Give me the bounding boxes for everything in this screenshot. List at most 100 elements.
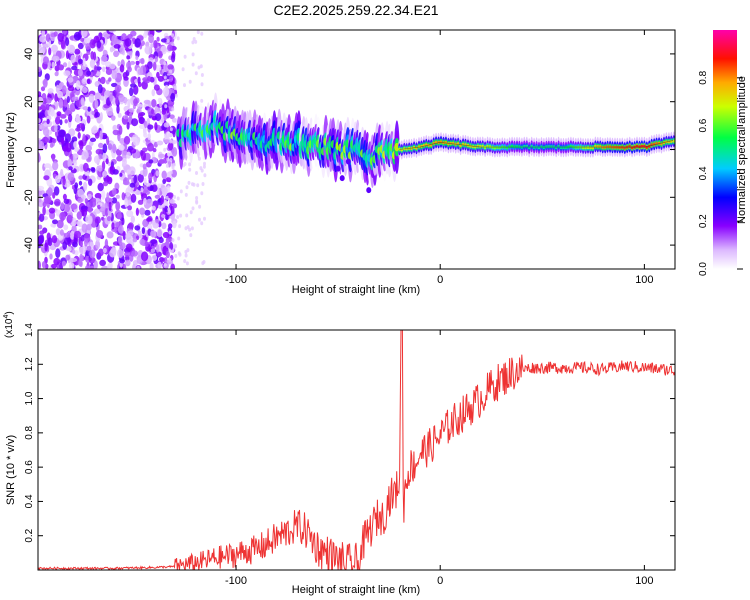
heatmap-cell xyxy=(154,55,159,63)
heatmap-cell xyxy=(106,216,112,222)
heatmap-cell xyxy=(195,171,198,175)
heatmap-cell xyxy=(56,219,64,229)
heatmap-cell xyxy=(179,213,183,218)
heatmap-cell xyxy=(89,249,96,259)
heatmap-cell xyxy=(168,248,172,253)
heatmap-cell xyxy=(85,43,91,50)
colorbar-tick-label: 0.8 xyxy=(698,70,709,84)
heatmap-cell xyxy=(78,246,86,255)
heatmap-cell xyxy=(51,44,58,53)
heatmap-cell xyxy=(157,229,162,238)
heatmap-cell xyxy=(88,215,93,225)
heatmap-cell xyxy=(126,210,134,218)
heatmap-cell xyxy=(99,130,103,141)
heatmap-cell xyxy=(60,137,65,145)
heatmap-cell xyxy=(41,261,46,269)
heatmap-cell xyxy=(81,223,88,233)
heatmap-cell xyxy=(179,189,183,194)
colorbar-gradient xyxy=(713,30,737,269)
heatmap-cell xyxy=(94,111,101,118)
heatmap-cell xyxy=(108,30,117,33)
heatmap-cell xyxy=(155,64,162,72)
heatmap-cell xyxy=(112,188,117,196)
y-tick-label: 0.4 xyxy=(24,494,35,508)
heatmap-cell xyxy=(167,142,174,151)
heatmap-cell xyxy=(598,145,602,148)
heatmap-cell xyxy=(117,248,124,258)
heatmap-cell xyxy=(53,186,60,196)
heatmap-cell xyxy=(122,157,127,167)
heatmap-cell xyxy=(106,192,110,202)
heatmap-cell xyxy=(169,242,174,251)
heatmap-cell xyxy=(53,31,58,37)
heatmap-cell xyxy=(119,64,125,73)
heatmap-cell xyxy=(202,260,206,264)
colorbar-tick-label: 0.2 xyxy=(698,214,709,228)
heatmap-cell xyxy=(194,71,198,76)
heatmap-cell xyxy=(160,38,168,43)
heatmap-cell xyxy=(73,230,82,239)
heatmap-cell xyxy=(43,56,49,65)
heatmap-cell xyxy=(114,182,120,191)
heatmap-cell xyxy=(618,146,622,149)
y-tick-label: -40 xyxy=(23,237,35,253)
heatmap-cell xyxy=(586,146,590,150)
heatmap-cell xyxy=(195,199,199,204)
heatmap-cell xyxy=(196,30,200,35)
heatmap-cell xyxy=(81,208,88,217)
heatmap-cell xyxy=(126,34,133,40)
heatmap-cell xyxy=(141,227,146,235)
heatmap-cell xyxy=(165,84,169,89)
heatmap-cell xyxy=(630,146,634,150)
heatmap-cell xyxy=(167,44,173,52)
heatmap-cell xyxy=(73,31,81,41)
heatmap-cell xyxy=(171,118,178,123)
heatmap-cell xyxy=(53,257,61,266)
heatmap-cell xyxy=(496,146,499,149)
heatmap-cell xyxy=(168,230,172,235)
heatmap-cell xyxy=(105,158,109,165)
heatmap-cell xyxy=(498,146,502,150)
heatmap-cell xyxy=(101,265,109,269)
heatmap-cell xyxy=(172,203,178,209)
y-tick-label: 20 xyxy=(23,96,35,108)
heatmap-cell xyxy=(192,182,196,187)
heatmap-cell xyxy=(156,36,160,42)
heatmap-cell xyxy=(199,64,203,69)
spectrogram-y-ticks: -40 -20 0 20 40 xyxy=(23,48,675,253)
heatmap-cell xyxy=(147,133,151,141)
heatmap-cell xyxy=(67,158,72,167)
heatmap-cell xyxy=(95,71,101,76)
heatmap-cell xyxy=(628,144,632,148)
heatmap-cell xyxy=(52,161,59,171)
heatmap-cell xyxy=(129,87,134,97)
heatmap-cell xyxy=(144,30,148,36)
heatmap-cell xyxy=(55,228,61,236)
heatmap-cell xyxy=(115,96,119,105)
heatmap-cell xyxy=(596,145,600,148)
heatmap-cell xyxy=(142,163,147,170)
heatmap-cell xyxy=(672,139,675,143)
heatmap-cell xyxy=(38,213,45,222)
heatmap-cell xyxy=(173,195,177,199)
heatmap-cell xyxy=(51,235,58,244)
heatmap-cell xyxy=(124,115,129,120)
heatmap-cell xyxy=(194,39,198,44)
heatmap-cell xyxy=(133,139,140,146)
snr-y-axis-label: SNR (10 * v/v) xyxy=(5,435,17,505)
heatmap-cell xyxy=(41,136,49,144)
heatmap-cell xyxy=(478,144,482,148)
heatmap-cell xyxy=(75,115,81,123)
heatmap-cell xyxy=(143,132,148,138)
heatmap-cell xyxy=(130,83,137,88)
heatmap-cell xyxy=(116,104,120,114)
heatmap-cell xyxy=(124,96,128,106)
heatmap-cell xyxy=(181,67,185,72)
heatmap-cell xyxy=(176,196,180,201)
y-tick-label: 40 xyxy=(23,48,35,60)
heatmap-cell xyxy=(99,112,103,122)
heatmap-cell xyxy=(94,208,100,214)
heatmap-cell xyxy=(198,204,202,209)
heatmap-cell xyxy=(50,223,57,228)
heatmap-cell xyxy=(130,148,137,154)
